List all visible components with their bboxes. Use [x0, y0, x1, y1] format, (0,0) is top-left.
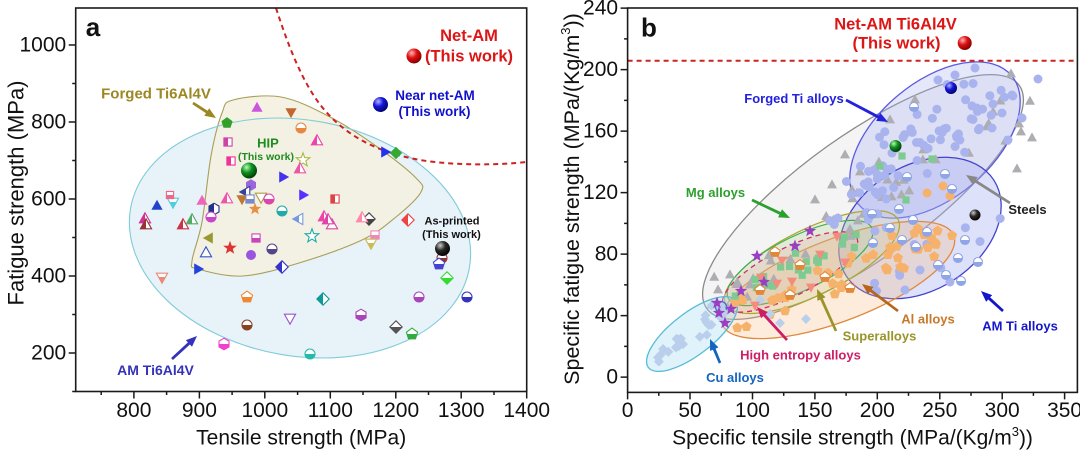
svg-text:0: 0	[606, 366, 618, 389]
svg-text:50: 50	[678, 399, 701, 422]
svg-text:High entropy alloys: High entropy alloys	[740, 348, 861, 363]
svg-text:Forged Ti alloys: Forged Ti alloys	[744, 91, 843, 106]
svg-text:(This work): (This work)	[238, 151, 294, 163]
svg-text:Al alloys: Al alloys	[901, 312, 954, 327]
svg-text:Forged Ti6Al4V: Forged Ti6Al4V	[101, 86, 211, 103]
svg-text:40: 40	[595, 304, 618, 327]
svg-text:Near net-AM: Near net-AM	[395, 88, 475, 103]
svg-text:100: 100	[735, 399, 770, 422]
svg-text:160: 160	[583, 120, 618, 143]
svg-text:As-printed: As-printed	[425, 216, 480, 228]
svg-text:Tensile strength (MPa): Tensile strength (MPa)	[196, 427, 406, 450]
svg-text:250: 250	[922, 399, 957, 422]
svg-text:200: 200	[860, 399, 895, 422]
svg-text:(This work): (This work)	[425, 48, 513, 66]
svg-text:1300: 1300	[438, 399, 485, 422]
svg-text:AM Ti alloys: AM Ti alloys	[982, 319, 1058, 334]
svg-text:HIP: HIP	[257, 136, 279, 151]
svg-text:1100: 1100	[308, 399, 353, 422]
svg-text:120: 120	[583, 181, 618, 204]
svg-text:b: b	[641, 13, 657, 43]
svg-text:(This work): (This work)	[398, 104, 470, 119]
svg-text:1400: 1400	[503, 399, 550, 422]
svg-text:a: a	[86, 12, 101, 42]
svg-text:200: 200	[583, 58, 618, 81]
svg-text:240: 240	[583, 0, 618, 20]
svg-text:0: 0	[622, 399, 634, 422]
svg-text:300: 300	[985, 399, 1020, 422]
svg-text:150: 150	[797, 399, 832, 422]
svg-text:1200: 1200	[372, 399, 419, 422]
svg-text:350: 350	[1047, 399, 1080, 422]
svg-text:1000: 1000	[19, 34, 66, 57]
svg-text:(This work): (This work)	[422, 229, 481, 241]
svg-text:800: 800	[31, 111, 66, 134]
svg-text:1000: 1000	[241, 399, 288, 422]
svg-text:Net-AM Ti6Al4V: Net-AM Ti6Al4V	[834, 16, 957, 34]
svg-text:Steels: Steels	[1008, 202, 1046, 217]
svg-text:800: 800	[116, 399, 151, 422]
svg-text:Fatigue strength (MPa): Fatigue strength (MPa)	[4, 81, 29, 306]
svg-text:Net-AM: Net-AM	[440, 27, 498, 45]
svg-text:Specific tensile strength (MPa: Specific tensile strength (MPa/(Kg/m3))	[672, 424, 1033, 450]
svg-text:Specific fatigue strength (MPa: Specific fatigue strength (MPa/(Kg/m3))	[558, 13, 585, 385]
svg-text:900: 900	[182, 399, 217, 422]
svg-text:Cu alloys: Cu alloys	[706, 370, 764, 385]
svg-text:AM Ti6Al4V: AM Ti6Al4V	[117, 362, 194, 378]
svg-text:600: 600	[31, 188, 66, 211]
svg-text:200: 200	[31, 342, 66, 365]
svg-text:80: 80	[595, 243, 618, 266]
svg-text:Superalloys: Superalloys	[843, 329, 917, 344]
svg-text:400: 400	[31, 265, 66, 288]
svg-text:Mg alloys: Mg alloys	[686, 185, 745, 200]
svg-text:(This work): (This work)	[852, 35, 940, 53]
